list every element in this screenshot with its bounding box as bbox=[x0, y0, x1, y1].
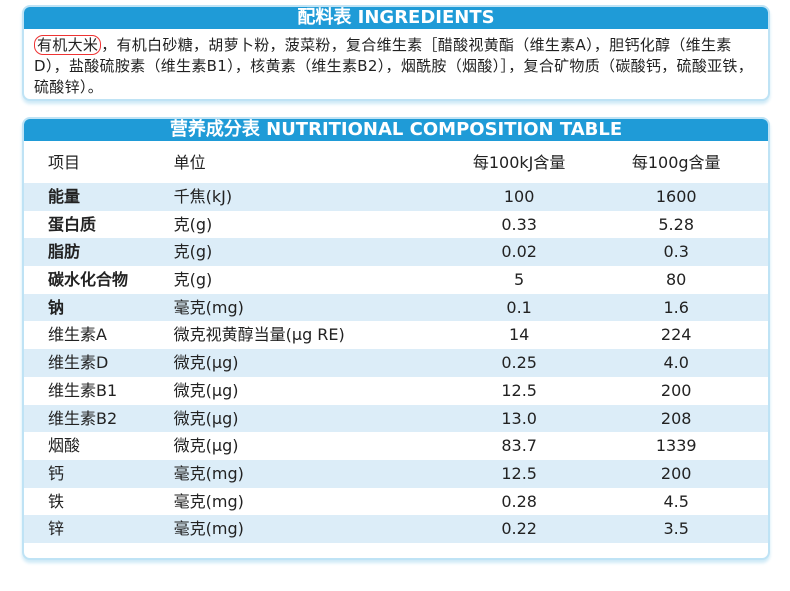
cell: 200 bbox=[660, 463, 692, 483]
cell: 208 bbox=[660, 408, 692, 428]
cell: 克(g) bbox=[173, 214, 213, 234]
cell: 锌 bbox=[48, 519, 65, 539]
highlight: 有机大米 bbox=[34, 35, 102, 55]
cell: 80 bbox=[666, 270, 687, 290]
table-row: 维生素B1 微克(μg) 12.5 200 bbox=[24, 377, 768, 405]
table-row: 烟酸 微克(μg) 83.7 1339 bbox=[24, 432, 768, 460]
cell: 3.5 bbox=[663, 519, 689, 539]
cell: 1339 bbox=[655, 436, 697, 456]
cell: 每100g含量 bbox=[631, 153, 721, 172]
cell: 能量 bbox=[48, 187, 81, 206]
nutrition-box: 营养成分表 NUTRITIONAL COMPOSITION TABLE 项目 单位… bbox=[22, 117, 770, 560]
table-row: 蛋白质 克(g) 0.33 5.28 bbox=[24, 211, 768, 239]
cell: 铁 bbox=[48, 491, 65, 511]
cell: 微克(μg) bbox=[173, 353, 239, 373]
table-row: 碳水化合物 克(g) 5 80 bbox=[24, 266, 768, 294]
table-title: 营养成分表 NUTRITIONAL COMPOSITION TABLE bbox=[24, 119, 768, 141]
ingredients-title: 配料表 INGREDIENTS bbox=[24, 7, 768, 29]
cell: 12.5 bbox=[501, 463, 537, 483]
cell: 5 bbox=[514, 270, 525, 290]
cell: 毫克(mg) bbox=[173, 297, 244, 317]
cell: 0.28 bbox=[501, 491, 537, 511]
table-row: 维生素D 微克(μg) 0.25 4.0 bbox=[24, 349, 768, 377]
cell: 14 bbox=[508, 325, 530, 345]
cell: 5.28 bbox=[658, 214, 694, 234]
cell: 83.7 bbox=[501, 436, 537, 456]
cell: 224 bbox=[660, 325, 692, 345]
cell: 碳水化合物 bbox=[48, 270, 129, 290]
cell: 维生素A bbox=[48, 325, 107, 345]
cell: 100 bbox=[503, 187, 535, 206]
cell: 1600 bbox=[655, 187, 697, 206]
table-body: 能量 千焦(kJ) 100 1600 蛋白质 克(g) 0.33 5.28 脂肪 克(g) 0.02… bbox=[24, 183, 768, 543]
cell: 毫克(mg) bbox=[173, 491, 244, 511]
cell: 0.1 bbox=[506, 297, 532, 317]
cell: 维生素B2 bbox=[48, 408, 118, 428]
cell: 维生素D bbox=[48, 353, 109, 373]
cell: 0.25 bbox=[501, 353, 537, 373]
cell: 单位 bbox=[173, 153, 206, 172]
cell: 千焦(kJ) bbox=[173, 187, 233, 206]
table-row: 铁 毫克(mg) 0.28 4.5 bbox=[24, 488, 768, 516]
cell: 12.5 bbox=[501, 380, 537, 400]
cell: 克(g) bbox=[173, 242, 213, 262]
cell: 克(g) bbox=[173, 270, 213, 290]
cell: 微克视黄醇当量(μg RE) bbox=[173, 325, 345, 345]
cell: 蛋白质 bbox=[48, 214, 97, 234]
ingredients-text: 有机大米 ，有机白砂糖，胡萝卜粉，菠菜粉，复合维生素［醋酸视黄酯（维生素A），胆钙… bbox=[34, 35, 758, 98]
table-row: 钠 毫克(mg) 0.1 1.6 bbox=[24, 293, 768, 322]
cell: 钙 bbox=[48, 463, 65, 483]
table-row: 维生素A 微克视黄醇当量(μg RE) 14 224 bbox=[24, 321, 768, 349]
cell: 4.0 bbox=[663, 353, 689, 373]
cell: 1.6 bbox=[663, 297, 689, 317]
cell: 微克(μg) bbox=[173, 436, 239, 456]
table-row: 维生素B2 微克(μg) 13.0 208 bbox=[24, 404, 768, 433]
table-row: 锌 毫克(mg) 0.22 3.5 bbox=[24, 515, 768, 543]
cell: 0.3 bbox=[663, 242, 689, 262]
table-row: 钙 毫克(mg) 12.5 200 bbox=[24, 459, 768, 488]
cell: 微克(μg) bbox=[173, 408, 239, 428]
cell: 烟酸 bbox=[48, 436, 81, 456]
cell: 脂肪 bbox=[48, 242, 81, 262]
cell: 毫克(mg) bbox=[173, 519, 244, 539]
cell: 毫克(mg) bbox=[173, 463, 244, 483]
cell: 0.33 bbox=[501, 214, 537, 234]
cell: 维生素B1 bbox=[48, 380, 118, 400]
cell: 每100kJ含量 bbox=[472, 153, 566, 172]
ingredients-box: 配料表 INGREDIENTS 有机大米 ，有机白砂糖，胡萝卜粉，菠菜粉，复合维生… bbox=[22, 5, 770, 101]
cell: 钠 bbox=[48, 297, 65, 317]
cell: 项目 bbox=[48, 153, 81, 172]
table-row: 脂肪 克(g) 0.02 0.3 bbox=[24, 238, 768, 267]
table-row: 能量 千焦(kJ) 100 1600 bbox=[24, 183, 768, 211]
cell: 4.5 bbox=[663, 491, 689, 511]
cell: 0.22 bbox=[501, 519, 537, 539]
cell: 13.0 bbox=[501, 408, 537, 428]
header-row: 项目 单位 每100kJ含量 每100g含量 bbox=[24, 143, 768, 183]
ingredients-list: ，有机白砂糖，胡萝卜粉，菠菜粉，复合维生素［醋酸视黄酯（维生素A），胆钙化醇（维… bbox=[34, 36, 754, 96]
cell: 微克(μg) bbox=[173, 380, 239, 400]
cell: 0.02 bbox=[501, 242, 537, 262]
cell: 200 bbox=[660, 380, 692, 400]
